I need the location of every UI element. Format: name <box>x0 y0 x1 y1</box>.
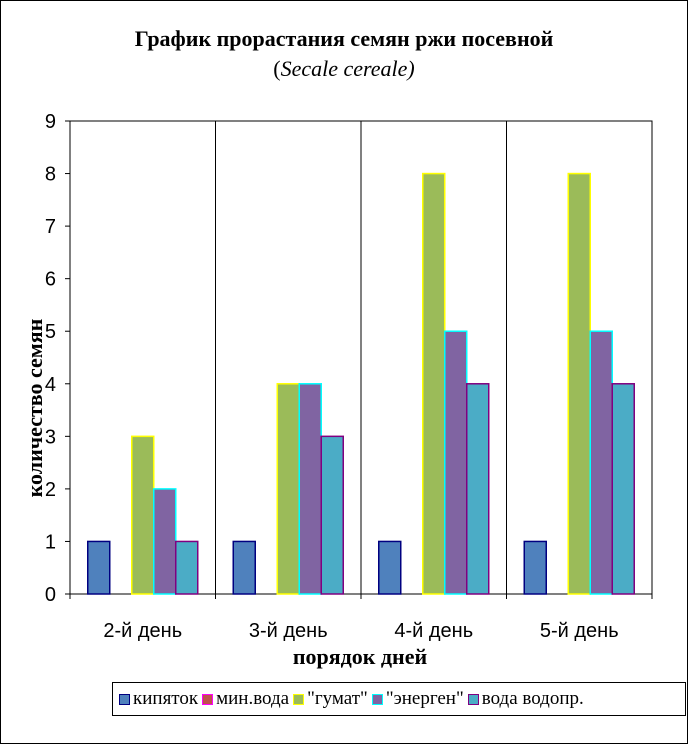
legend-label: "гумат" <box>307 688 368 709</box>
bar <box>567 172 591 595</box>
y-tick-label: 8 <box>45 164 56 186</box>
y-tick-label: 3 <box>45 426 56 448</box>
bar <box>611 383 635 595</box>
subtitle-italic: Secale cereale) <box>280 56 415 81</box>
bar <box>276 383 300 595</box>
y-tick-label: 1 <box>45 531 56 553</box>
bar <box>422 172 446 595</box>
x-category-label: 5-й день <box>540 620 619 642</box>
bar <box>175 540 199 595</box>
bar <box>87 540 111 595</box>
y-axis-ticks: 0 1 2 3 4 5 6 7 8 9 <box>45 111 653 606</box>
bar <box>131 435 155 595</box>
legend-item: "гумат" <box>293 688 368 710</box>
y-tick-label: 4 <box>45 374 56 396</box>
bar <box>589 330 613 595</box>
bar <box>153 488 177 595</box>
bar <box>444 330 468 595</box>
legend-label: "энерген" <box>385 688 464 709</box>
y-tick-label: 0 <box>45 584 56 606</box>
x-axis-label: порядок дней <box>293 644 428 669</box>
bar <box>523 540 547 595</box>
x-category-label: 3-й день <box>249 620 328 642</box>
bar <box>466 383 490 595</box>
x-category-label: 2-й день <box>103 620 182 642</box>
legend-item: вода водопр. <box>467 688 584 710</box>
chart-subtitle: (Secale cereale) <box>0 56 688 82</box>
legend-item: кипяток <box>119 688 198 710</box>
legend-label: вода водопр. <box>481 688 584 709</box>
x-category-label: 4-й день <box>394 620 473 642</box>
y-tick-label: 6 <box>45 269 56 291</box>
x-axis-categories: 2-й день 3-й день 4-й день 5-й день <box>103 620 618 642</box>
bars <box>87 172 635 595</box>
y-tick-label: 5 <box>45 321 56 343</box>
legend-label: мин.вода <box>216 688 290 709</box>
legend-label: кипяток <box>133 688 199 709</box>
y-axis-label: количество семян <box>22 318 47 497</box>
y-tick-label: 7 <box>45 216 56 238</box>
bar <box>298 383 322 595</box>
bar <box>378 540 402 595</box>
bar <box>232 540 256 595</box>
subtitle-prefix: ( <box>273 56 281 81</box>
legend-item: "энерген" <box>371 688 464 710</box>
chart-legend: кипяток мин.вода "гумат" "энерген" вода водо… <box>112 682 686 716</box>
chart-title: График прорастания семян ржи посевной <box>134 26 554 51</box>
y-tick-label: 2 <box>45 479 56 501</box>
legend-swatch <box>371 693 383 705</box>
y-tick-label: 9 <box>45 111 56 133</box>
bar <box>320 435 344 595</box>
legend-swatch <box>119 693 130 705</box>
legend-swatch <box>293 693 305 705</box>
legend-swatch <box>467 693 479 705</box>
legend-item: мин.вода <box>202 688 289 710</box>
legend-swatch <box>202 693 214 705</box>
